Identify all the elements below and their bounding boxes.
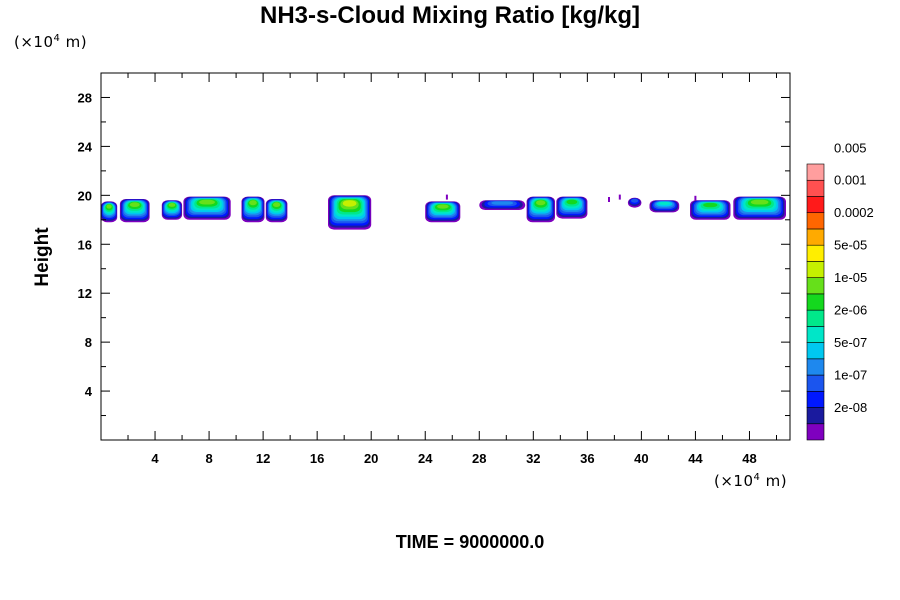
x-tick-label: 28 — [472, 451, 486, 466]
cloud-contour-band — [750, 199, 769, 205]
cloud-cluster — [425, 201, 461, 223]
y-unit-suffix: m) — [60, 33, 88, 51]
x-tick-label: 48 — [742, 451, 756, 466]
colorbar-swatch — [806, 228, 825, 246]
colorbar-label: 1e-05 — [834, 270, 867, 285]
y-tick-label: 28 — [78, 90, 92, 105]
cloud-cluster — [479, 200, 526, 210]
chart-title: NH3-s-Cloud Mixing Ratio [kg/kg] — [260, 2, 640, 29]
cloud-speck — [608, 197, 610, 202]
cloud-cluster — [241, 196, 265, 223]
x-tick-label: 12 — [256, 451, 270, 466]
colorbar-label: 0.0002 — [834, 205, 874, 220]
x-tick-label: 16 — [310, 451, 324, 466]
cloud-contour-band — [437, 204, 449, 209]
cloud-contour-band — [199, 199, 215, 205]
x-tick-label: 8 — [205, 451, 212, 466]
cloud-field — [101, 194, 786, 230]
cloud-cluster — [183, 196, 231, 220]
colorbar-label: 5e-07 — [834, 335, 867, 350]
colorbar-swatch — [806, 212, 825, 230]
y-unit-exponent: 4 — [53, 33, 61, 44]
cloud-contour-band — [566, 199, 578, 205]
colorbar-swatch — [806, 293, 825, 311]
colorbar-label: 0.005 — [834, 140, 867, 155]
x-unit-suffix: m) — [760, 472, 788, 490]
colorbar-label: 0.001 — [834, 173, 867, 188]
colorbar-swatch — [806, 358, 825, 376]
cloud-cluster — [649, 200, 680, 213]
colorbar-swatch — [806, 277, 825, 295]
cloud-cluster — [627, 197, 642, 208]
cloud-contour-band — [129, 202, 140, 207]
cloud-cluster — [690, 200, 731, 220]
x-tick-label: 24 — [418, 451, 433, 466]
x-unit-exponent: 4 — [753, 472, 761, 483]
y-tick-label: 12 — [78, 286, 92, 301]
y-tick-label: 20 — [78, 188, 92, 203]
y-tick-label: 4 — [85, 384, 93, 399]
colorbar-swatch — [806, 196, 825, 214]
cloud-contour-band — [342, 200, 357, 207]
cloud-cluster — [328, 195, 372, 230]
x-tick-label: 40 — [634, 451, 648, 466]
y-tick-label: 24 — [78, 139, 93, 154]
colorbar-swatch — [806, 326, 825, 343]
cloud-speck — [694, 195, 697, 201]
time-label: TIME = 9000000.0 — [395, 532, 545, 552]
cloud-contour-band — [106, 204, 112, 209]
colorbar-swatch — [806, 261, 825, 278]
colorbar-swatch — [806, 309, 825, 327]
y-tick-label: 8 — [85, 335, 92, 350]
cloud-cluster — [556, 196, 588, 219]
colorbar-swatch — [806, 374, 825, 392]
colorbar-label: 2e-06 — [834, 303, 867, 318]
y-unit-prefix: (×10 — [14, 33, 54, 51]
cloud-contour-band — [536, 200, 546, 206]
colorbar: 2e-08 1e-07 5e-07 2e-06 1e-05 5e-05 0.0002 0.00… — [806, 140, 874, 441]
x-tick-label: 36 — [580, 451, 594, 466]
cloud-cluster — [119, 199, 150, 223]
cloud-contour-band — [631, 198, 639, 203]
cloud-contour-band — [658, 201, 671, 205]
y-axis-unit: (×104 m) — [14, 33, 87, 51]
cloud-speck — [445, 194, 448, 200]
cloud-contour-band — [273, 202, 281, 207]
colorbar-label: 1e-07 — [834, 368, 867, 383]
cloud-speck — [618, 194, 621, 200]
x-tick-label: 44 — [688, 451, 703, 466]
cloud-contour-band — [491, 201, 514, 205]
cloud-cluster — [161, 200, 183, 220]
colorbar-swatch — [806, 423, 825, 441]
y-tick-label: 16 — [78, 237, 92, 252]
cloud-cluster — [265, 199, 288, 223]
colorbar-swatch — [806, 407, 825, 425]
cloud-contour-band — [249, 200, 257, 206]
x-tick-label: 4 — [151, 451, 159, 466]
x-axis-unit: (×104 m) — [714, 472, 787, 490]
x-unit-prefix: (×10 — [714, 472, 754, 490]
cloud-cluster — [526, 196, 555, 223]
x-tick-label: 20 — [364, 451, 378, 466]
x-tick-label: 32 — [526, 451, 540, 466]
cloud-contour-band — [168, 203, 176, 207]
colorbar-swatch — [806, 390, 825, 408]
colorbar-label: 5e-05 — [834, 238, 867, 253]
cloud-contour-band — [703, 202, 718, 208]
colorbar-swatch — [806, 179, 825, 197]
plot-frame — [100, 72, 791, 441]
colorbar-swatch — [806, 342, 825, 360]
cloud-cluster — [101, 201, 118, 223]
cloud-cluster — [733, 196, 786, 220]
colorbar-swatch — [806, 163, 825, 181]
colorbar-swatch — [806, 244, 825, 262]
colorbar-label: 2e-08 — [834, 400, 867, 415]
